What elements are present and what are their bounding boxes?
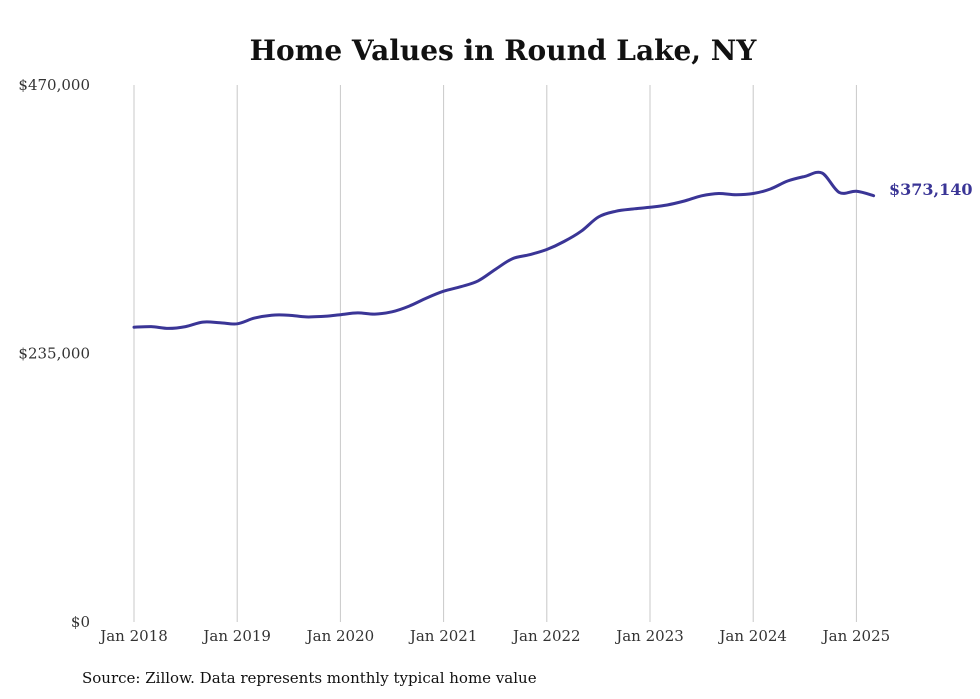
x-tick-label: Jan 2023 <box>614 627 684 645</box>
y-tick-label: $0 <box>71 613 90 631</box>
x-tick-label: Jan 2024 <box>717 627 787 645</box>
x-tick-label: Jan 2021 <box>408 627 478 645</box>
y-axis: $0 $235,000 $470,000 <box>18 76 90 631</box>
series-layer <box>132 170 876 330</box>
x-tick-label: Jan 2022 <box>511 627 581 645</box>
y-tick-label: $470,000 <box>18 76 90 94</box>
x-axis: Jan 2018 Jan 2019 Jan 2020 Jan 2021 Jan 2022… <box>98 627 890 645</box>
x-tick-label: Jan 2020 <box>305 627 375 645</box>
last-value-label: $373,140 <box>889 180 973 199</box>
x-tick-label: Jan 2019 <box>201 627 271 645</box>
source-note: Source: Zillow. Data represents monthly … <box>82 669 537 687</box>
x-tick-label: Jan 2025 <box>821 627 891 645</box>
chart-title: Home Values in Round Lake, NY <box>250 34 758 67</box>
grid-layer <box>133 85 857 622</box>
x-tick-label: Jan 2018 <box>98 627 168 645</box>
y-tick-label: $235,000 <box>18 345 90 363</box>
series-line <box>132 170 876 330</box>
